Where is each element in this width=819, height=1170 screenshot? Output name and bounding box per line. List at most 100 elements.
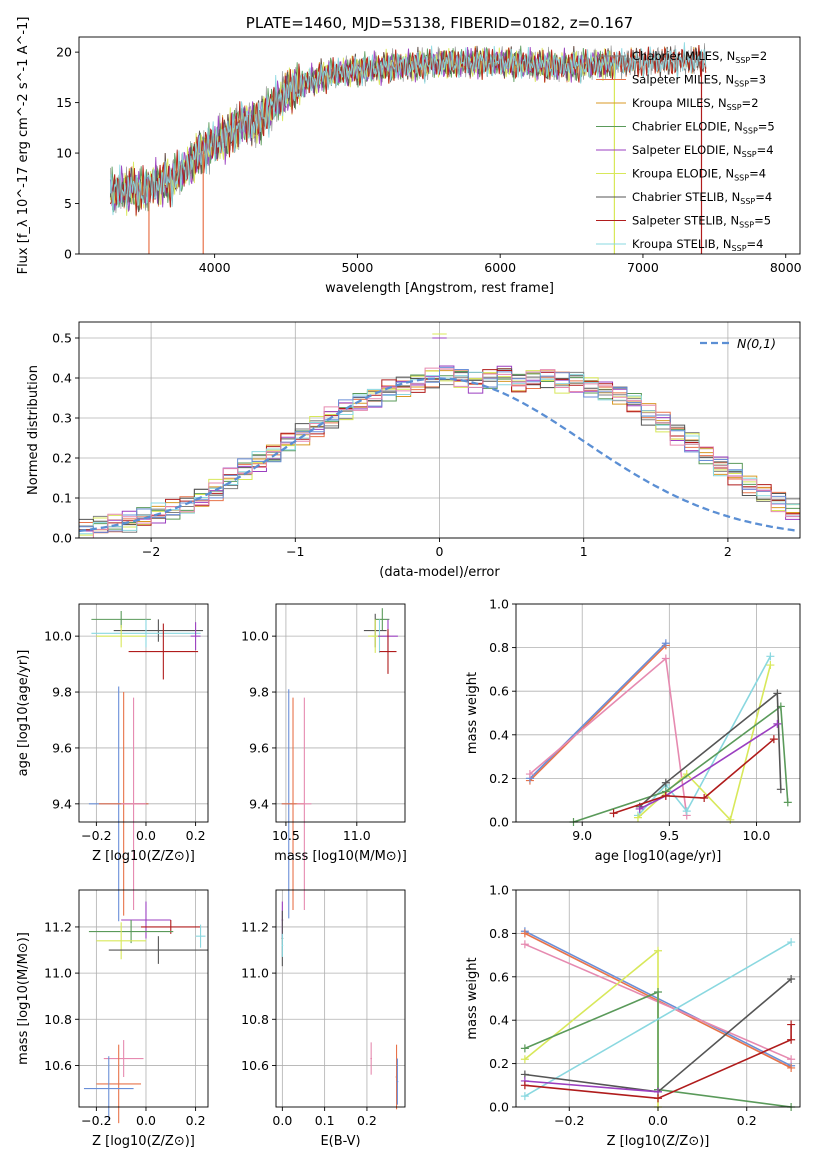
- legend-label: Chabrier MILES, NSSP=2: [632, 49, 767, 65]
- x-axis-label: E(B-V): [320, 1134, 360, 1149]
- y-tick-label: 1.0: [489, 597, 509, 612]
- x-axis-label: Z [log10(Z/Z⊙)]: [92, 849, 195, 864]
- weight-marker: [609, 809, 618, 818]
- x-tick-label: 9.0: [572, 828, 592, 843]
- legend-model: Kroupa MILES: [632, 96, 711, 110]
- weight-marker: [520, 1044, 529, 1053]
- weight-marker: [787, 1020, 796, 1029]
- legend-nssp: 4: [756, 237, 763, 251]
- weight-marker: [661, 639, 670, 648]
- legend-model: Chabrier ELODIE: [632, 120, 727, 134]
- x-tick-label: −0.2: [81, 828, 111, 843]
- legend-nssp-sub: SSP: [739, 221, 754, 230]
- age-vs-mass-plot: 10.5 11.0 9.4 9.6 9.8 10.0 mass [log10(M/M⊙)]: [241, 603, 407, 919]
- legend-nssp-sub: SSP: [727, 103, 742, 112]
- y-tick-label: 9.6: [249, 740, 269, 755]
- y-tick-label: 0.8: [489, 926, 509, 941]
- x-tick-label: 0.0: [272, 1113, 292, 1128]
- y-tick-label: 1.0: [489, 883, 509, 898]
- weight-marker: [520, 1055, 529, 1064]
- axes-frame: [78, 603, 209, 823]
- x-tick-label: −0.2: [81, 1113, 111, 1128]
- x-axis-label: Z [log10(Z/Z⊙)]: [92, 1134, 195, 1149]
- x-tick-label: 4000: [199, 260, 231, 275]
- y-tick-label: 11.0: [44, 966, 72, 981]
- legend-model: Salpeter ELODIE: [632, 143, 726, 157]
- x-tick-label: 11.0: [343, 828, 371, 843]
- x-tick-label: 0.0: [648, 1113, 668, 1128]
- weight-marker: [633, 813, 642, 822]
- y-tick-label: 10.0: [44, 629, 72, 644]
- y-tick-label: 11.2: [241, 919, 269, 934]
- legend-model: Kroupa STELIB: [632, 237, 716, 251]
- y-tick-label: 10.8: [241, 1012, 269, 1027]
- weight-line: [524, 990, 792, 1108]
- weight-marker: [766, 652, 775, 661]
- legend-nssp-prefix: , N: [726, 143, 742, 157]
- y-axis-label: mass [log10(M/M⊙)]: [16, 932, 31, 1065]
- y-tick-label: 0.2: [52, 451, 72, 466]
- x-tick-label: 1: [580, 544, 588, 559]
- weight-marker: [787, 1063, 796, 1072]
- chart-title: PLATE=1460, MJD=53138, FIBERID=0182, z=0…: [246, 14, 633, 32]
- y-tick-label: 0.3: [52, 411, 72, 426]
- weight-marker: [520, 1081, 529, 1090]
- legend-nssp-prefix: , N: [711, 96, 727, 110]
- legend-nssp: 5: [767, 120, 774, 134]
- y-tick-label: 0: [64, 247, 72, 262]
- weight-marker: [766, 661, 775, 670]
- legend-nssp-sub: SSP: [732, 244, 747, 253]
- y-axis-label: Normed distribution: [26, 365, 41, 495]
- x-tick-label: −0.2: [554, 1113, 584, 1128]
- y-tick-label: 0.0: [489, 815, 509, 830]
- legend-eq: =: [742, 96, 752, 110]
- legend-model: Kroupa ELODIE: [632, 167, 718, 181]
- spectrum-plot: 4000 5000 6000 7000 8000 0 5 10 15 20 wavelength […: [16, 14, 802, 296]
- x-tick-label: 10.5: [272, 828, 300, 843]
- weight-marker: [773, 719, 782, 728]
- y-tick-label: 10.6: [44, 1058, 72, 1073]
- weight-marker: [787, 1035, 796, 1044]
- x-tick-label: 0: [436, 544, 444, 559]
- x-tick-label: 5000: [341, 260, 373, 275]
- legend-label: Salpeter ELODIE, NSSP=4: [632, 143, 774, 159]
- weight-marker: [773, 689, 782, 698]
- legend-label: Kroupa ELODIE, NSSP=4: [632, 167, 766, 183]
- weight-marker: [520, 929, 529, 938]
- y-tick-label: 0.4: [52, 371, 72, 386]
- weight-line: [529, 644, 667, 782]
- weight-line: [529, 642, 667, 779]
- legend-eq: =: [755, 190, 765, 204]
- weight-marker: [654, 987, 662, 996]
- legend-model: Salpeter MILES: [632, 73, 718, 87]
- x-tick-label: 0.2: [186, 1113, 206, 1128]
- weight-line: [524, 941, 792, 1097]
- legend-model: Salpeter STELIB: [632, 214, 723, 228]
- y-tick-label: 0.0: [489, 1100, 509, 1115]
- y-tick-label: 9.8: [249, 685, 269, 700]
- x-axis-label: age [log10(age/yr)]: [595, 849, 722, 864]
- y-axis-label: age [log10(age/yr)]: [16, 650, 31, 777]
- residuals-plot: −2 −1 0 1 2 0.0 0.1 0.2 0.3 0.4 0.5 (data-model)/er…: [26, 321, 801, 580]
- y-tick-label: 9.4: [249, 796, 269, 811]
- legend-nssp-sub: SSP: [742, 150, 757, 159]
- weight-line: [613, 738, 775, 815]
- weight-line: [573, 704, 789, 823]
- axes-frame: [78, 889, 209, 1108]
- x-tick-label: −2: [142, 544, 160, 559]
- y-tick-label: 0.2: [489, 1056, 509, 1071]
- legend-nssp: 4: [766, 143, 773, 157]
- x-axis-label: (data-model)/error: [379, 565, 500, 580]
- legend-nssp-sub: SSP: [734, 80, 749, 89]
- legend-nssp: 2: [760, 49, 767, 63]
- y-tick-label: 0.4: [489, 727, 509, 742]
- x-axis-label: mass [log10(M/M⊙)]: [274, 849, 407, 864]
- x-tick-label: 0.2: [186, 828, 206, 843]
- axes-frame: [515, 603, 801, 823]
- y-tick-label: 0.1: [52, 491, 72, 506]
- y-axis-label: mass weight: [465, 957, 480, 1039]
- spectrum-line: [109, 42, 707, 216]
- weight-marker: [525, 770, 534, 779]
- weight-marker: [520, 1092, 529, 1101]
- weight-vs-Z-plot: −0.2 0.0 0.2 0.0 0.2 0.4 0.6 0.8 1.0 Z [log10(Z/Z…: [465, 883, 801, 1149]
